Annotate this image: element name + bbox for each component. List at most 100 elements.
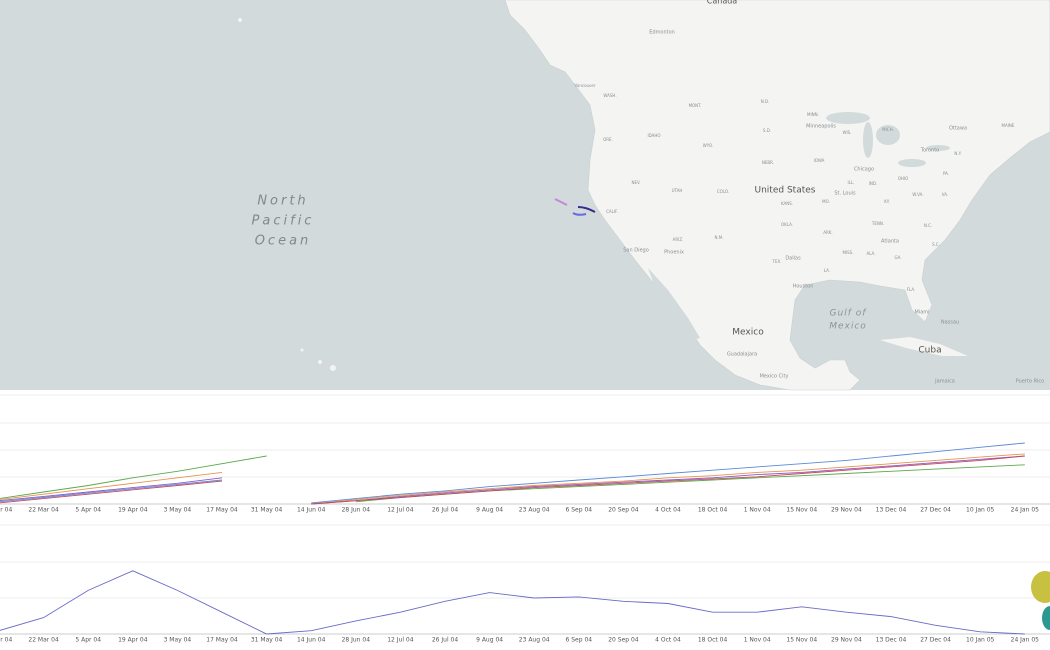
x-tick-label: 19 Apr 04 — [118, 637, 148, 644]
map-label: TENN. — [871, 221, 884, 226]
map-label: Jamaica — [934, 379, 955, 385]
map-label: OKLA. — [781, 222, 793, 227]
map-label: N.Y. — [954, 151, 961, 156]
x-tick-label: 4 Oct 04 — [655, 637, 681, 644]
x-tick-label: 23 Aug 04 — [519, 637, 550, 644]
lake — [898, 159, 926, 167]
x-tick-label: 20 Sep 04 — [608, 507, 639, 514]
map-label: Mexico — [732, 328, 764, 338]
app-logo[interactable] — [1031, 571, 1050, 630]
map-label: MINN. — [807, 112, 819, 117]
map-label: TEX. — [772, 259, 782, 264]
x-tick-label: 10 Jan 05 — [966, 637, 995, 644]
sea-label: Mexico — [829, 322, 867, 332]
map-label: Nassau — [941, 320, 959, 326]
map-label: Houston — [793, 284, 814, 290]
x-tick-label: 3 May 04 — [164, 507, 192, 514]
map-label: Cuba — [918, 346, 941, 356]
map-label: WIS. — [843, 130, 852, 135]
map-label: W.VA. — [912, 192, 923, 197]
map-label: ARK. — [823, 230, 832, 235]
map-label: Edmonton — [649, 30, 675, 36]
x-tick-label: 28 Jun 04 — [342, 507, 371, 514]
map[interactable]: Canada Edmonton Vancouver WASH. MONT. N.D. ORE… — [0, 0, 1050, 391]
map-label: KY. — [884, 199, 889, 204]
ocean-label: North — [257, 194, 308, 209]
map-label: ILL. — [848, 180, 855, 185]
map-label: IOWA — [814, 158, 825, 163]
map-label: S.D. — [763, 128, 771, 133]
x-tick-label: 4 Oct 04 — [655, 507, 681, 514]
map-label: Ottawa — [949, 126, 967, 132]
map-label: San Diego — [623, 248, 649, 254]
series-line — [0, 453, 1025, 505]
x-tick-label: 6 Sep 04 — [566, 507, 593, 514]
track — [554, 198, 568, 206]
lake — [863, 122, 873, 158]
map-label: COLO. — [717, 189, 729, 194]
map-label: VA. — [942, 192, 948, 197]
map-labels: Canada Edmonton Vancouver WASH. MONT. N.D. ORE… — [252, 0, 1045, 385]
map-label: ORE. — [603, 137, 613, 142]
map-label: Minneapolis — [806, 124, 836, 130]
map-label: PA. — [943, 171, 949, 176]
sea-label: Gulf of — [830, 309, 868, 319]
map-label: NEV. — [631, 180, 640, 185]
map-label: Chicago — [854, 167, 874, 173]
x-tick-label: 15 Nov 04 — [786, 507, 817, 514]
series-line — [0, 455, 1025, 505]
x-tick-label: 27 Dec 04 — [920, 637, 951, 644]
map-label: Vancouver — [574, 83, 595, 88]
gulf-of-california — [648, 268, 700, 340]
map-label: S.C. — [932, 242, 940, 247]
ocean-label: Pacific — [252, 214, 315, 229]
x-tick-label: 29 Nov 04 — [831, 637, 862, 644]
map-label: N.D. — [761, 99, 770, 104]
map-label: OHIO — [898, 176, 908, 181]
map-label: WYO. — [703, 143, 713, 148]
land — [504, 0, 1050, 391]
map-label: IDAHO — [647, 133, 660, 138]
x-tick-label: 14 Jun 04 — [297, 507, 326, 514]
x-tick-label: 13 Dec 04 — [876, 507, 907, 514]
map-label: ARIZ. — [673, 237, 684, 242]
series-line — [0, 455, 1025, 505]
x-tick-label: 3 May 04 — [164, 637, 192, 644]
x-tick-label: 17 May 04 — [206, 637, 238, 644]
lake — [926, 145, 950, 151]
x-tick-label: 22 Mar 04 — [28, 507, 59, 514]
map-label: GA. — [894, 255, 901, 260]
x-tick-label: 15 Nov 04 — [786, 637, 817, 644]
map-label: N.M. — [715, 235, 724, 240]
map-label: CALIF. — [606, 209, 618, 214]
track — [572, 212, 587, 216]
x-tick-label: 24 Jan 05 — [1011, 507, 1040, 514]
island — [330, 365, 336, 371]
charts: 8 Mar 04 22 Mar 04 5 Apr 04 19 Apr 04 3 May … — [0, 394, 1050, 644]
cuba — [880, 337, 968, 356]
x-tick-label: 23 Aug 04 — [519, 507, 550, 514]
x-tick-label: 1 Nov 04 — [744, 507, 771, 514]
x-tick-label: 19 Apr 04 — [118, 507, 148, 514]
map-label: Puerto Rico — [1016, 379, 1045, 385]
x-tick-label: 9 Aug 04 — [476, 507, 503, 514]
map-label: MICH. — [882, 127, 894, 132]
map-label: Toronto — [920, 148, 939, 154]
map-label: MAINE — [1002, 123, 1015, 128]
map-label: MISS. — [843, 250, 854, 255]
map-label: MO. — [822, 199, 830, 204]
x-tick-label: 22 Mar 04 — [28, 637, 59, 644]
track — [577, 206, 596, 213]
x-tick-label: 10 Jan 05 — [966, 507, 995, 514]
x-tick-label: 1 Nov 04 — [744, 637, 771, 644]
x-tick-label: 26 Jul 04 — [432, 507, 459, 514]
x-tick-label: 17 May 04 — [206, 507, 238, 514]
series-line — [0, 442, 1025, 504]
lake — [826, 112, 870, 124]
map-label: UTAH — [672, 188, 683, 193]
x-tick-label: 6 Sep 04 — [566, 637, 593, 644]
x-tick-label: 8 Mar 04 — [0, 637, 12, 644]
map-label: St. Louis — [834, 191, 856, 197]
x-tick-label: 5 Apr 04 — [75, 507, 101, 514]
